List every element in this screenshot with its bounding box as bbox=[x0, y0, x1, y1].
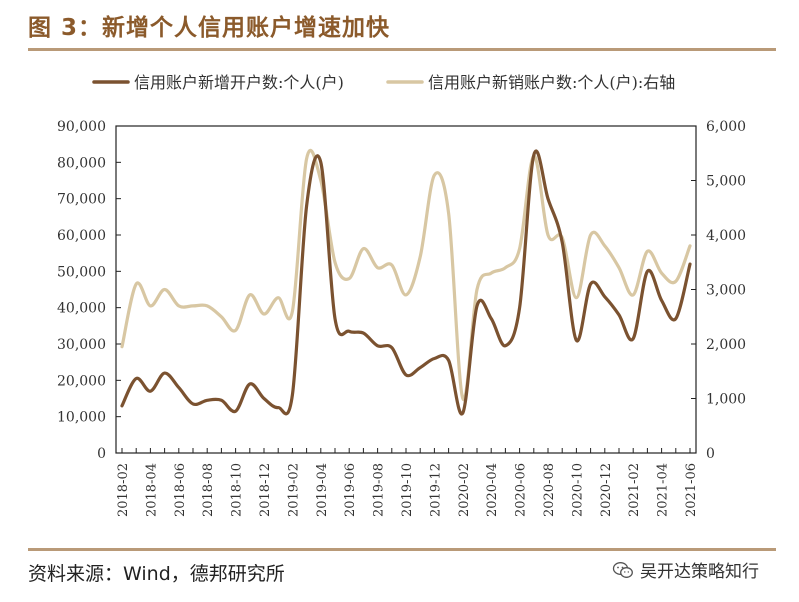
x-axis-tick-label: 2021-02 bbox=[627, 463, 642, 517]
left-axis-tick-label: 30,000 bbox=[57, 337, 106, 353]
x-axis-tick-label: 2019-04 bbox=[315, 463, 330, 517]
plot-frame bbox=[115, 125, 697, 454]
x-axis-tick-label: 2018-08 bbox=[201, 463, 216, 517]
x-axis-tick-label: 2020-02 bbox=[457, 463, 472, 517]
x-axis-tick-label: 2019-10 bbox=[400, 463, 415, 517]
legend-label: 信用账户新销账户数:个人(户):右轴 bbox=[428, 73, 675, 92]
source-note: 资料来源：Wind，德邦研究所 bbox=[28, 563, 285, 585]
x-axis-tick-label: 2020-12 bbox=[599, 463, 614, 517]
series-line-closed-accounts bbox=[120, 149, 692, 402]
x-axis-tick-label: 2020-10 bbox=[570, 463, 585, 517]
left-axis-tick-label: 70,000 bbox=[57, 192, 106, 208]
title-divider bbox=[28, 48, 776, 51]
x-axis-tick-label: 2020-06 bbox=[514, 463, 529, 517]
x-axis-tick-label: 2018-12 bbox=[258, 463, 273, 517]
left-axis-tick-label: 80,000 bbox=[57, 155, 106, 171]
left-axis-tick-label: 20,000 bbox=[57, 373, 106, 389]
left-axis-tick-label: 90,000 bbox=[57, 119, 106, 135]
right-axis-tick-label: 6,000 bbox=[706, 119, 746, 135]
watermark-text: 吴开达策略知行 bbox=[640, 562, 759, 582]
right-axis-tick-label: 3,000 bbox=[706, 283, 746, 299]
chart-legend: 信用账户新增开户数:个人(户) 信用账户新销账户数:个人(户):右轴 bbox=[92, 73, 675, 92]
series-line-new-accounts bbox=[120, 149, 692, 416]
right-axis-tick-label: 0 bbox=[706, 446, 715, 462]
x-axis-tick-label: 2021-06 bbox=[684, 463, 699, 517]
x-axis-tick-label: 2020-04 bbox=[485, 463, 500, 517]
wechat-icon bbox=[612, 561, 633, 578]
left-axis-tick-label: 0 bbox=[97, 446, 106, 462]
x-axis-tick-label: 2018-10 bbox=[230, 463, 245, 517]
plot-area: 0 10,000 20,000 30,000 40,000 50,000 60,000 70,… bbox=[57, 119, 746, 517]
left-axis-tick-label: 10,000 bbox=[57, 410, 106, 426]
right-axis-tick-label: 2,000 bbox=[706, 337, 746, 353]
x-axis-tick-label: 2018-02 bbox=[116, 463, 131, 517]
page-title: 图 3：新增个人信用账户增速加快 bbox=[28, 15, 391, 41]
x-axis-tick-label: 2018-04 bbox=[144, 463, 159, 517]
watermark: 吴开达策略知行 bbox=[612, 557, 759, 582]
x-axis-tick-label: 2019-12 bbox=[428, 463, 443, 517]
left-axis-tick-label: 40,000 bbox=[57, 301, 106, 317]
left-axis-tick-label: 50,000 bbox=[57, 264, 106, 280]
left-axis-tick-label: 60,000 bbox=[57, 228, 106, 244]
x-axis-tick-label: 2018-06 bbox=[173, 463, 188, 517]
x-axis-tick-label: 2020-08 bbox=[542, 463, 557, 517]
legend-label: 信用账户新增开户数:个人(户) bbox=[134, 73, 344, 92]
x-axis-tick-label: 2019-02 bbox=[286, 463, 301, 517]
right-axis-tick-label: 4,000 bbox=[706, 228, 746, 244]
x-axis-tick-label: 2019-06 bbox=[343, 463, 358, 517]
x-axis-tick-label: 2021-04 bbox=[656, 463, 671, 517]
footer-divider bbox=[28, 548, 776, 551]
x-axis-tick-label: 2019-08 bbox=[372, 463, 387, 517]
right-axis-tick-label: 5,000 bbox=[706, 174, 746, 190]
right-axis-tick-label: 1,000 bbox=[706, 392, 746, 408]
